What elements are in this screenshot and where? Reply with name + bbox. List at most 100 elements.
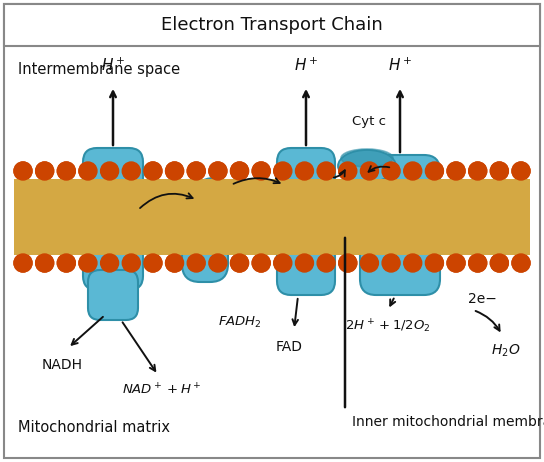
Circle shape xyxy=(252,162,270,180)
Circle shape xyxy=(425,254,443,272)
Circle shape xyxy=(382,254,400,272)
Circle shape xyxy=(36,254,54,272)
Circle shape xyxy=(187,254,205,272)
Circle shape xyxy=(79,162,97,180)
Text: $2H^+ + 1/2O_2$: $2H^+ + 1/2O_2$ xyxy=(345,318,431,335)
Circle shape xyxy=(317,162,335,180)
Circle shape xyxy=(295,254,313,272)
Circle shape xyxy=(57,162,75,180)
FancyBboxPatch shape xyxy=(277,148,335,295)
Ellipse shape xyxy=(341,149,393,167)
Circle shape xyxy=(57,254,75,272)
Circle shape xyxy=(361,162,379,180)
Circle shape xyxy=(79,254,97,272)
Circle shape xyxy=(101,254,119,272)
Ellipse shape xyxy=(338,150,396,182)
Circle shape xyxy=(361,254,379,272)
Circle shape xyxy=(274,162,292,180)
FancyBboxPatch shape xyxy=(360,155,440,295)
Text: $H_2O$: $H_2O$ xyxy=(491,343,521,359)
Circle shape xyxy=(231,162,249,180)
Circle shape xyxy=(14,254,32,272)
Circle shape xyxy=(122,254,140,272)
Circle shape xyxy=(339,162,357,180)
Circle shape xyxy=(317,254,335,272)
Circle shape xyxy=(209,162,227,180)
Ellipse shape xyxy=(195,178,231,206)
Circle shape xyxy=(14,162,32,180)
Circle shape xyxy=(252,254,270,272)
Circle shape xyxy=(317,254,335,272)
Text: NADH: NADH xyxy=(41,358,83,372)
Circle shape xyxy=(209,254,227,272)
Circle shape xyxy=(382,162,400,180)
Text: IV: IV xyxy=(391,219,410,237)
Circle shape xyxy=(425,162,443,180)
Circle shape xyxy=(14,162,32,180)
Circle shape xyxy=(274,162,292,180)
Circle shape xyxy=(36,254,54,272)
FancyBboxPatch shape xyxy=(182,202,228,282)
Circle shape xyxy=(252,254,270,272)
Circle shape xyxy=(144,254,162,272)
Circle shape xyxy=(209,254,227,272)
FancyBboxPatch shape xyxy=(83,148,143,290)
Circle shape xyxy=(36,162,54,180)
Circle shape xyxy=(79,254,97,272)
Circle shape xyxy=(512,162,530,180)
Circle shape xyxy=(187,162,205,180)
Circle shape xyxy=(339,162,357,180)
Text: Intermembrane space: Intermembrane space xyxy=(18,62,180,77)
Circle shape xyxy=(339,254,357,272)
Circle shape xyxy=(274,254,292,272)
Circle shape xyxy=(361,254,379,272)
Text: 2e−: 2e− xyxy=(468,292,497,306)
Circle shape xyxy=(165,162,183,180)
Circle shape xyxy=(512,162,530,180)
Circle shape xyxy=(36,162,54,180)
Bar xyxy=(14,180,530,254)
Text: $FADH_2$: $FADH_2$ xyxy=(218,315,262,330)
Bar xyxy=(4,4,540,46)
Circle shape xyxy=(404,254,422,272)
Circle shape xyxy=(79,162,97,180)
Circle shape xyxy=(122,254,140,272)
Text: $H^+$: $H^+$ xyxy=(294,57,318,74)
Circle shape xyxy=(317,162,335,180)
Text: III: III xyxy=(298,214,314,230)
Text: Q: Q xyxy=(208,186,218,199)
Circle shape xyxy=(490,162,508,180)
Text: $H^+$: $H^+$ xyxy=(101,57,125,74)
Circle shape xyxy=(469,162,487,180)
Circle shape xyxy=(490,162,508,180)
Circle shape xyxy=(295,162,313,180)
Circle shape xyxy=(469,162,487,180)
Circle shape xyxy=(490,254,508,272)
Circle shape xyxy=(447,162,465,180)
Circle shape xyxy=(165,162,183,180)
Text: I: I xyxy=(110,211,116,229)
Text: $H^+$: $H^+$ xyxy=(388,57,412,74)
Circle shape xyxy=(165,254,183,272)
Circle shape xyxy=(274,254,292,272)
Circle shape xyxy=(512,254,530,272)
Circle shape xyxy=(14,254,32,272)
Text: Cyt c: Cyt c xyxy=(352,115,386,128)
Circle shape xyxy=(361,162,379,180)
Text: Mitochondrial matrix: Mitochondrial matrix xyxy=(18,420,170,435)
Circle shape xyxy=(469,254,487,272)
Bar xyxy=(14,179,530,255)
Circle shape xyxy=(382,254,400,272)
Circle shape xyxy=(101,162,119,180)
Circle shape xyxy=(231,254,249,272)
Circle shape xyxy=(382,162,400,180)
Circle shape xyxy=(144,162,162,180)
FancyBboxPatch shape xyxy=(183,183,221,227)
Circle shape xyxy=(425,254,443,272)
Circle shape xyxy=(231,254,249,272)
FancyBboxPatch shape xyxy=(88,270,138,320)
Text: Electron Transport Chain: Electron Transport Chain xyxy=(161,16,383,34)
Circle shape xyxy=(122,162,140,180)
Circle shape xyxy=(122,162,140,180)
Circle shape xyxy=(447,254,465,272)
